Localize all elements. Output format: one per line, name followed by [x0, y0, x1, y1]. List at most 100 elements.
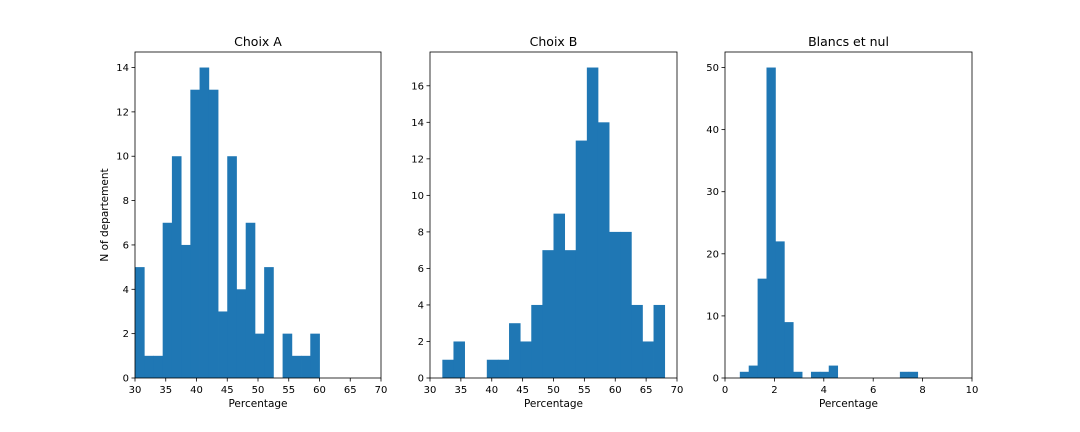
histogram-bar: [291, 355, 302, 378]
y-tick-label: 2: [418, 337, 424, 348]
axes-frame: [724, 51, 973, 379]
histogram-bar: [135, 267, 145, 378]
histogram-bar: [757, 278, 767, 378]
x-tick-label: 65: [344, 385, 357, 396]
y-tick-label: 10: [706, 311, 719, 322]
x-tick-label: 65: [640, 385, 653, 396]
x-axis-label: Percentage: [819, 398, 878, 410]
histogram-bar: [531, 304, 543, 378]
histogram-bar: [453, 341, 465, 378]
histogram-bar: [642, 341, 654, 378]
y-axis-label: N of departement: [99, 168, 111, 261]
y-tick-label: 0: [123, 374, 129, 385]
y-tick-label: 8: [123, 196, 129, 207]
histogram-bar: [236, 289, 247, 378]
y-tick-label: 12: [411, 154, 424, 165]
x-tick-label: 0: [722, 385, 728, 396]
histogram-bar: [282, 333, 293, 378]
chart-title: Choix B: [530, 34, 578, 49]
histogram-bar: [784, 322, 794, 378]
y-tick-label: 6: [418, 264, 424, 275]
histogram-bar: [310, 333, 320, 378]
bars: [442, 67, 666, 378]
x-tick-label: 30: [424, 385, 437, 396]
x-tick-label: 10: [966, 385, 979, 396]
x-tick-label: 40: [190, 385, 203, 396]
y-tick-label: 14: [411, 118, 424, 129]
y-tick-label: 8: [418, 227, 424, 238]
histogram-bar: [793, 371, 803, 378]
y-tick-label: 4: [123, 285, 129, 296]
x-tick-label: 50: [547, 385, 560, 396]
histogram-bar: [442, 359, 454, 378]
histogram-bar: [171, 156, 182, 378]
histogram-bar: [509, 323, 521, 378]
x-tick-label: 8: [919, 385, 925, 396]
histogram-bar: [542, 250, 554, 378]
histogram-panel-choix-b: 30 35 40 45 50 55 60 65 70 0 2 4 6 8 10 12 14 16 Choix B Pe…: [411, 34, 683, 410]
histogram-bar: [748, 365, 759, 378]
histogram-bar: [497, 359, 510, 378]
y-tick-label: 50: [706, 63, 719, 74]
histogram-bar: [564, 250, 577, 378]
y-tick-label: 16: [411, 81, 424, 92]
histogram-bar: [245, 222, 256, 378]
bars: [739, 67, 919, 378]
histogram-bar: [162, 222, 173, 378]
histogram-bar: [553, 213, 566, 378]
histogram-bar: [575, 140, 588, 378]
x-tick-label: 50: [252, 385, 265, 396]
y-tick-label: 20: [706, 249, 719, 260]
histogram-bar: [486, 359, 499, 378]
x-tick-label: 30: [129, 385, 142, 396]
x-axis-label: Percentage: [524, 398, 583, 410]
histogram-bar: [227, 156, 237, 378]
x-tick-label: 70: [375, 385, 388, 396]
histogram-panel-blancs-et-nul: 0 2 4 6 8 10 0 10 20 30 40 50 Blancs et nul Percentag…: [706, 34, 978, 410]
x-tick-label: 35: [159, 385, 172, 396]
histogram-bar: [520, 341, 532, 378]
x-tick-label: 2: [771, 385, 777, 396]
histogram-bar: [254, 333, 265, 378]
x-axis-label: Percentage: [228, 398, 287, 410]
histogram-bar: [828, 365, 839, 378]
x-tick-label: 40: [485, 385, 498, 396]
x-tick-label: 45: [221, 385, 234, 396]
y-tick-label: 30: [706, 187, 719, 198]
x-tick-label: 45: [516, 385, 529, 396]
histogram-bar: [586, 67, 599, 378]
x-tick-label: 6: [870, 385, 876, 396]
histogram-panel-choix-a: 30 35 40 45 50 55 60 65 70 0 2 4 6 8 10 12 14 Choix A Perc…: [99, 34, 387, 410]
y-tick-label: 0: [418, 374, 424, 385]
x-tick-label: 55: [282, 385, 295, 396]
y-tick-label: 10: [116, 152, 129, 163]
histogram-bar: [301, 355, 311, 378]
histogram-bar: [739, 371, 750, 378]
histogram-bar: [208, 89, 219, 378]
x-tick-label: 35: [455, 385, 468, 396]
histogram-bar: [153, 355, 164, 378]
histogram-bar: [899, 371, 910, 378]
y-tick-label: 4: [418, 300, 424, 311]
histogram-bar: [819, 371, 830, 378]
y-tick-label: 10: [411, 191, 424, 202]
x-tick-label: 70: [671, 385, 684, 396]
histogram-bar: [597, 122, 610, 378]
y-tick-label: 0: [713, 374, 719, 385]
histogram-bar: [181, 244, 191, 378]
histogram-bar: [218, 311, 228, 378]
x-tick-label: 60: [313, 385, 326, 396]
histogram-bar: [653, 304, 666, 378]
y-tick-label: 14: [116, 63, 129, 74]
bars: [135, 67, 320, 378]
histogram-bar: [631, 304, 643, 378]
histogram-bar: [810, 371, 821, 378]
y-tick-label: 12: [116, 107, 129, 118]
histogram-bar: [264, 267, 274, 378]
y-tick-label: 2: [123, 329, 129, 340]
y-tick-label: 6: [123, 240, 129, 251]
histogram-bar: [144, 355, 154, 378]
chart-title: Blancs et nul: [808, 34, 889, 49]
histogram-bar: [190, 89, 200, 378]
histogram-bar: [775, 241, 785, 378]
